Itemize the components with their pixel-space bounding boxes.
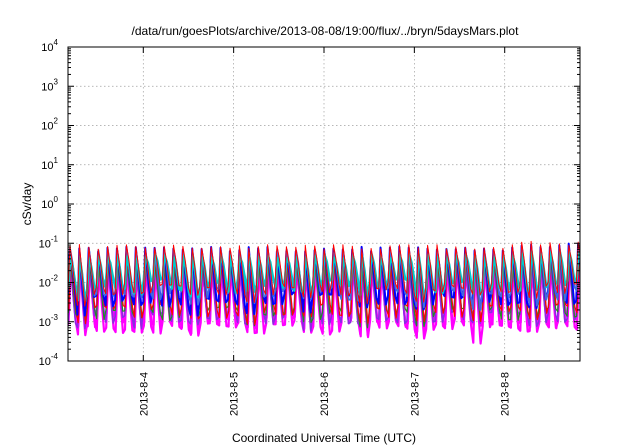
y-tick-label: 101 <box>41 156 58 172</box>
y-tick-label: 103 <box>41 77 58 93</box>
x-tick-label: 2013-8-8 <box>500 372 512 416</box>
x-tick-label: 2013-8-7 <box>409 372 421 416</box>
x-tick-label: 2013-8-4 <box>138 372 150 416</box>
y-tick-label: 10-1 <box>39 234 59 250</box>
y-tick-label: 104 <box>41 38 58 54</box>
y-tick-label: 10-3 <box>39 313 59 329</box>
y-tick-label: 10-2 <box>39 274 59 290</box>
data-series <box>68 240 580 345</box>
y-tick-label: 102 <box>41 117 58 133</box>
x-tick-label: 2013-8-6 <box>319 372 331 416</box>
y-axis-label: cSv/day <box>20 183 34 226</box>
plot-frame <box>67 46 581 362</box>
x-tick-label: 2013-8-5 <box>229 372 241 416</box>
chart-title: /data/run/goesPlots/archive/2013-08-08/1… <box>132 24 520 38</box>
y-tick-label: 10-4 <box>39 352 59 368</box>
series-line <box>68 240 580 307</box>
y-tick-labels: 10-4 10-3 10-2 10-1 100 101 102 103 104 <box>39 38 59 368</box>
x-axis-label: Coordinated Universal Time (UTC) <box>232 431 416 445</box>
x-tick-labels: 2013-8-4 2013-8-5 2013-8-6 2013-8-7 2013-8-8 <box>138 372 511 416</box>
y-tick-label: 100 <box>41 195 58 211</box>
